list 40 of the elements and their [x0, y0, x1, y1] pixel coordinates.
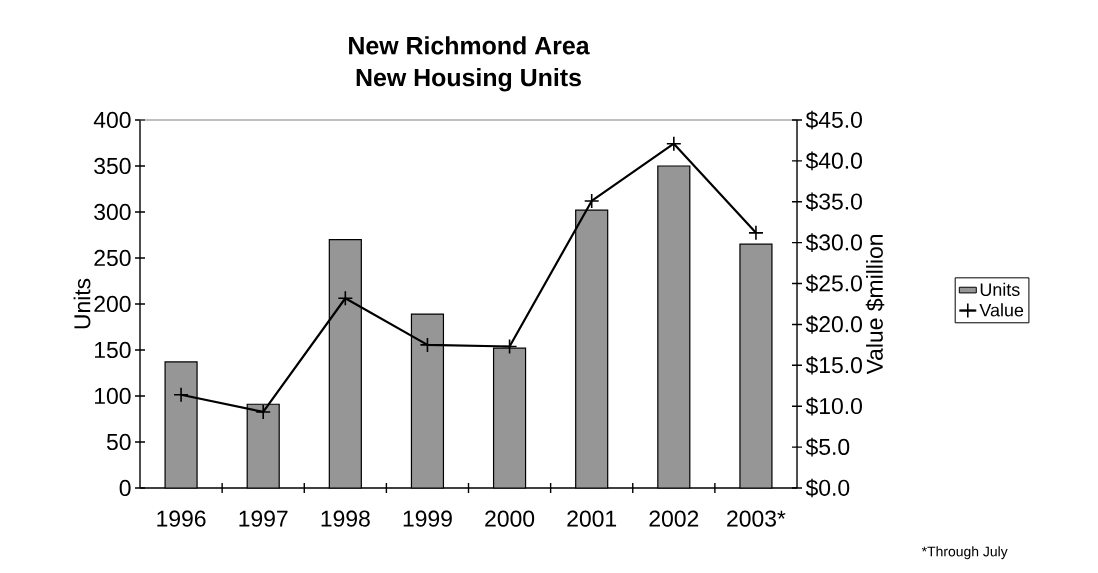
y2-tick-label: $40.0 [805, 151, 862, 171]
y-axis-title: Units [73, 278, 91, 329]
y2-tick-label: $30.0 [805, 233, 862, 252]
x-tick-label: 1999 [403, 510, 452, 527]
x-tick-label: 1998 [321, 510, 370, 527]
x-tick-label: 1997 [239, 510, 288, 527]
chart-title: New Richmond Area New Housing Units [349, 36, 590, 92]
point [666, 135, 682, 152]
y2-tick-label: $25.0 [805, 274, 862, 293]
y-tick-label: 50 [106, 433, 131, 451]
y-tick-label: 300 [94, 203, 131, 221]
y2-tick-label: $0.0 [805, 478, 850, 498]
point [748, 225, 764, 241]
x-tick-label: 2000 [485, 510, 535, 527]
point [173, 386, 189, 403]
y-tick-label: 250 [94, 249, 131, 267]
point [337, 290, 354, 307]
y2-tick-label: $10.0 [805, 396, 862, 416]
y-tick-label: 200 [94, 295, 131, 313]
y-tick-label: 100 [95, 387, 131, 405]
point [501, 338, 518, 355]
y-tick-label: 350 [94, 157, 131, 175]
y2-tick-label: $45.0 [805, 110, 862, 130]
y2-axis-title: Value $million [865, 235, 885, 375]
x-tick-label: 2001 [567, 510, 617, 527]
y2-tick-label: $5.0 [805, 437, 850, 457]
text: *Through July [921, 546, 1008, 560]
y2-tick-label: $35.0 [805, 192, 862, 212]
y2-tick-label: $20.0 [805, 315, 862, 334]
y-tick-label: 400 [93, 111, 131, 129]
x-tick-label: 1996 [157, 510, 206, 527]
y-tick-label: 0 [119, 479, 131, 497]
x-tick-label: 2002 [649, 510, 699, 527]
y-tick-label: 150 [95, 341, 131, 359]
y2-tick-label: $15.0 [805, 356, 862, 375]
point [255, 404, 271, 420]
x-tick-label: 2003* [727, 510, 786, 527]
legend-label: Units [980, 282, 1020, 296]
legend-label: Value [979, 303, 1024, 317]
point [583, 193, 600, 209]
